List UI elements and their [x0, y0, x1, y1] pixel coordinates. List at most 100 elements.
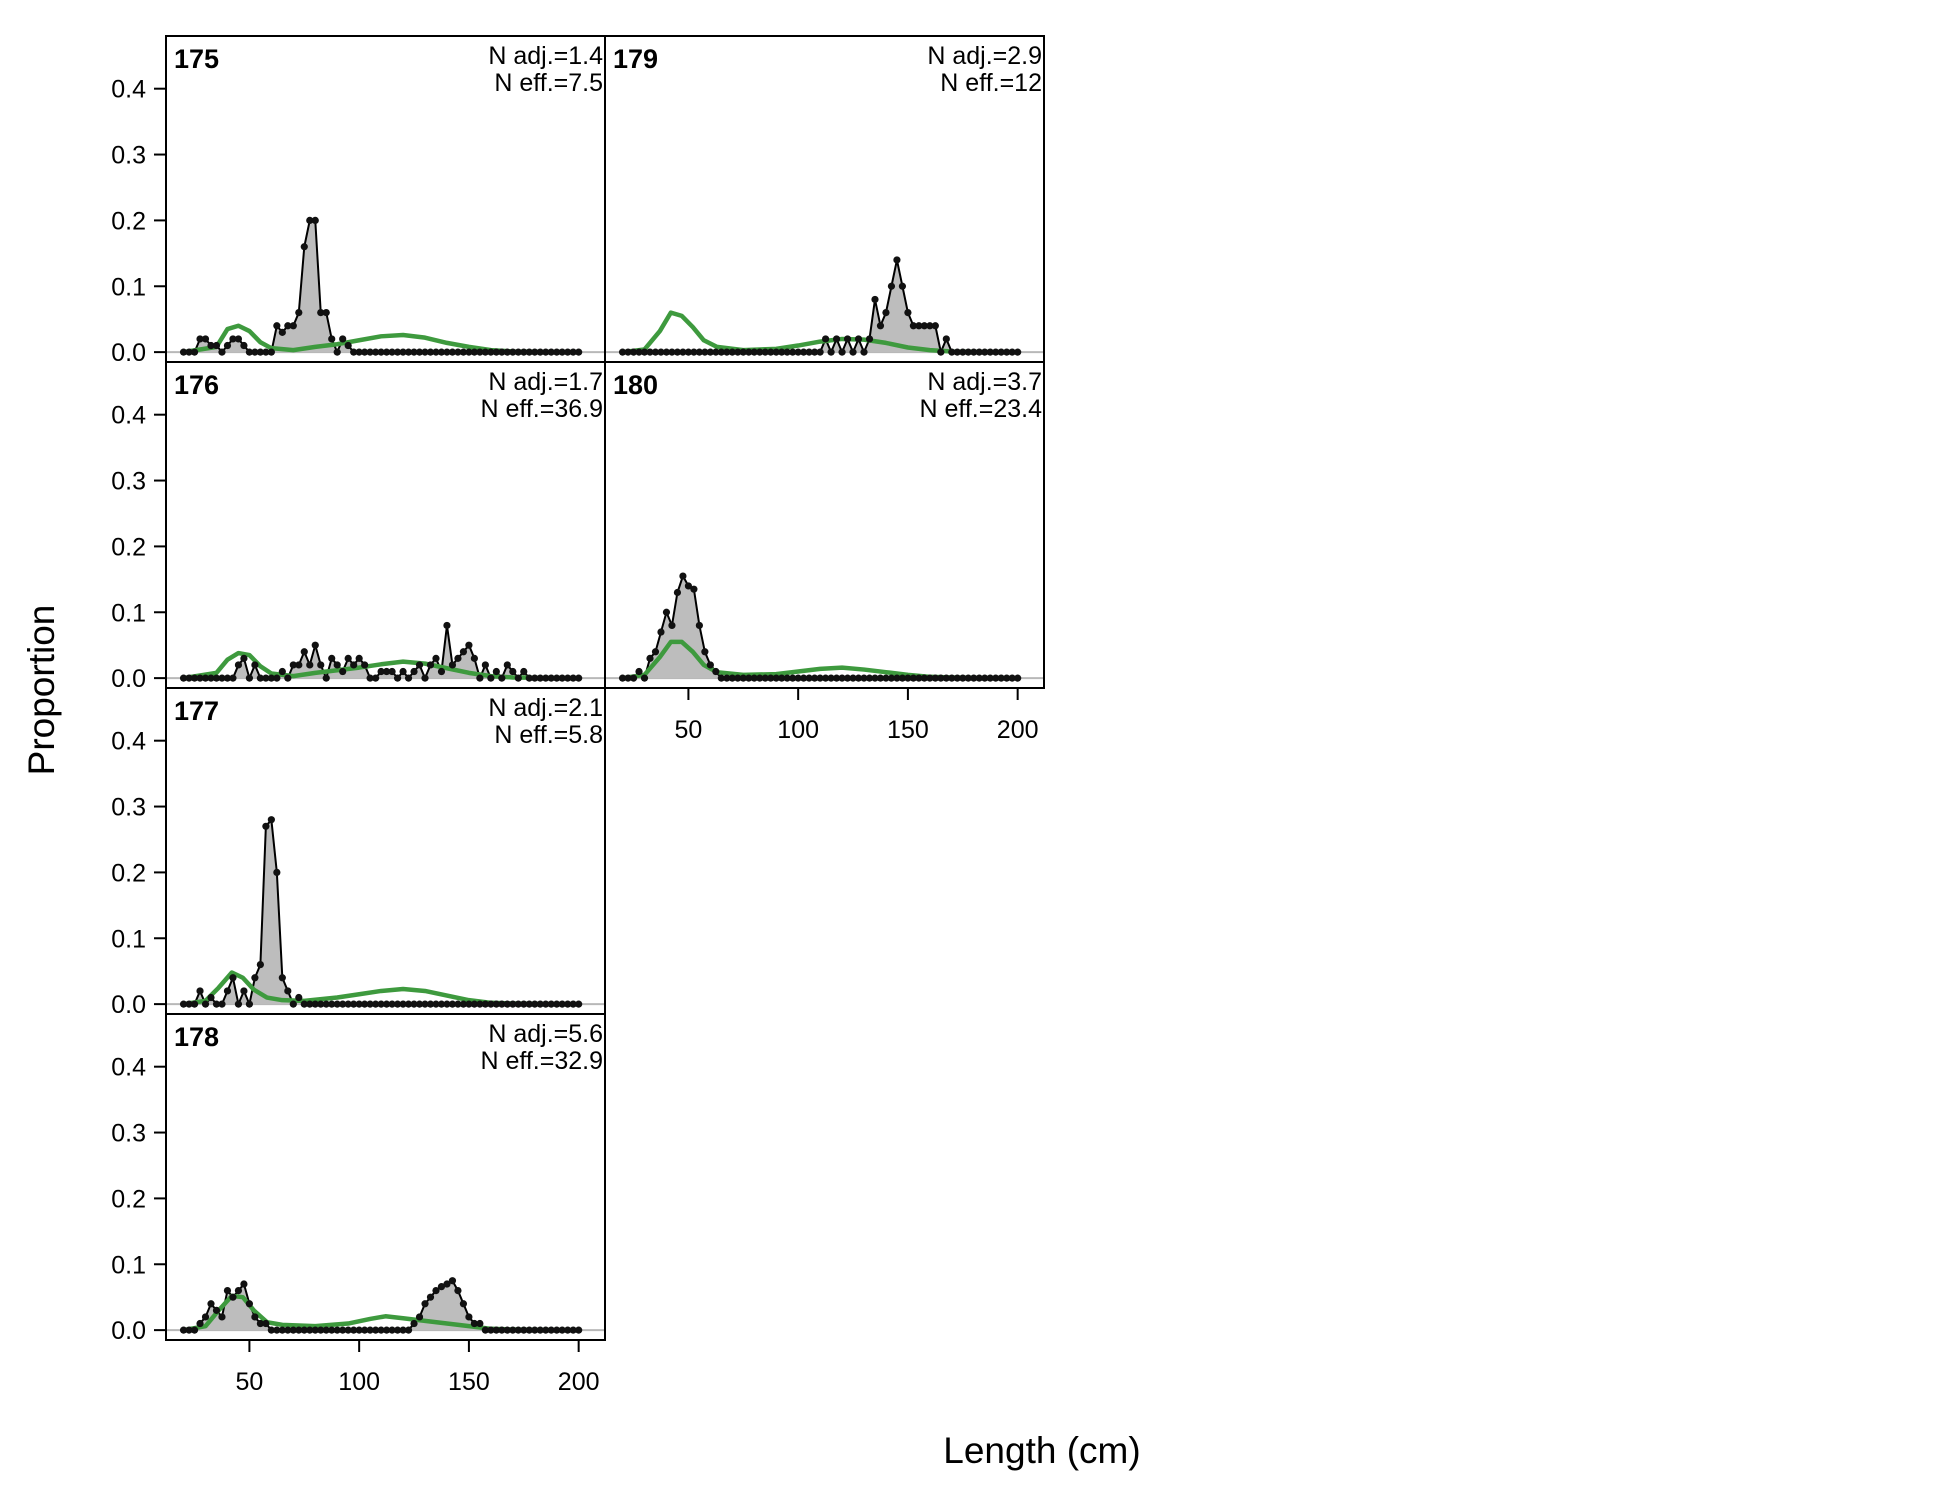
observed-point [745, 674, 753, 682]
observed-point [964, 674, 972, 682]
observed-point [931, 674, 939, 682]
observed-point [668, 348, 676, 356]
observed-point [624, 674, 632, 682]
observed-point [948, 348, 956, 356]
observed-point [564, 1000, 572, 1008]
observed-point [426, 348, 435, 356]
observed-point [366, 348, 374, 356]
observed-point [218, 1313, 226, 1321]
observed-point [481, 1000, 489, 1008]
observed-point [278, 974, 286, 982]
observed-point [234, 1287, 243, 1295]
observed-point [536, 1326, 544, 1334]
observed-point [887, 674, 896, 682]
observed-point [531, 674, 539, 682]
observed-point [284, 674, 292, 682]
observed-point [339, 335, 347, 343]
observed-point [915, 322, 923, 330]
observed-point [547, 1000, 555, 1008]
observed-point [465, 348, 473, 356]
panel-175: 175 N adj.=1.4N eff.=7.5 0.0 0.1 0.2 0.3 0.4 [111, 35, 606, 367]
observed-point [843, 674, 852, 682]
observed-point [372, 1000, 380, 1008]
observed-point [267, 348, 275, 356]
observed-point [745, 348, 753, 356]
x-tick-label: 50 [236, 1368, 264, 1396]
observed-point [728, 674, 736, 682]
observed-point [860, 348, 868, 356]
y-axis-title: Proportion [21, 605, 62, 776]
observed-point [569, 1326, 577, 1334]
panel-id-label: 176 [174, 370, 219, 400]
panel-178: 178 N adj.=5.6N eff.=32.9 0.0 0.1 0.2 0.3 0.4 5… [111, 1013, 606, 1396]
observed-point [635, 667, 643, 676]
observed-point [344, 1000, 352, 1008]
observed-point [805, 674, 813, 682]
observed-point [410, 667, 418, 676]
observed-point [871, 295, 879, 304]
y-tick-label: 0.2 [111, 1185, 146, 1213]
observed-point [750, 674, 758, 682]
observed-point [465, 641, 473, 649]
observed-point [284, 322, 292, 330]
observed-point [366, 674, 374, 682]
observed-point [201, 1000, 210, 1008]
observed-point [415, 1000, 424, 1008]
observed-point [920, 674, 928, 682]
observed-point [525, 1000, 533, 1008]
observed-point [701, 648, 709, 656]
expected-line [183, 970, 579, 1007]
observed-point [498, 1326, 506, 1334]
observed-point [273, 322, 281, 330]
observed-point [739, 674, 747, 682]
observed-point [399, 348, 407, 356]
observed-point [333, 348, 341, 356]
observed-point [223, 1287, 232, 1295]
panel-id-label: 177 [174, 696, 219, 726]
n-eff-label: N eff.=23.4 [919, 395, 1042, 423]
observed-point [498, 674, 506, 682]
observed-point [970, 674, 978, 682]
observed-point [531, 348, 539, 356]
n-eff-label: N eff.=36.9 [480, 395, 603, 423]
observed-point [234, 1000, 243, 1008]
observed-point [459, 1000, 468, 1008]
observed-point [212, 674, 221, 682]
n-adj-label: N adj.=1.7 [488, 368, 603, 396]
observed-point [684, 348, 693, 356]
observed-point [542, 1000, 550, 1008]
observed-point [361, 1000, 369, 1008]
observed-point [931, 322, 939, 330]
observed-point [860, 674, 868, 682]
observed-point [437, 1283, 446, 1291]
observed-point [448, 661, 457, 669]
observed-point [575, 1326, 583, 1334]
expected-line [622, 310, 1018, 355]
y-tick-label: 0.4 [111, 728, 146, 756]
observed-point [569, 1000, 577, 1008]
y-tick-label: 0.1 [111, 273, 146, 301]
observed-point [882, 309, 890, 317]
panel-id-label: 178 [174, 1022, 219, 1052]
observed-point [448, 1000, 457, 1008]
observed-point [295, 993, 303, 1002]
observed-point [399, 1326, 407, 1334]
observed-point [179, 1000, 188, 1008]
observed-point [575, 674, 583, 682]
panel-176: 176 N adj.=1.7N eff.=36.9 0.0 0.1 0.2 0.3 0.4 [111, 361, 606, 693]
observed-point [328, 654, 336, 662]
observed-point [201, 1313, 210, 1321]
observed-point [289, 1000, 297, 1008]
observed-point [926, 322, 934, 330]
observed-point [251, 348, 259, 356]
observed-point [838, 348, 846, 356]
observed-point [278, 1326, 286, 1334]
observed-point [223, 987, 232, 995]
observed-point [942, 335, 950, 343]
observed-point [207, 1300, 215, 1308]
observed-point [865, 335, 874, 343]
observed-point [893, 256, 901, 264]
observed-point [778, 348, 786, 356]
observed-point [388, 348, 396, 356]
observed-point [723, 674, 731, 682]
